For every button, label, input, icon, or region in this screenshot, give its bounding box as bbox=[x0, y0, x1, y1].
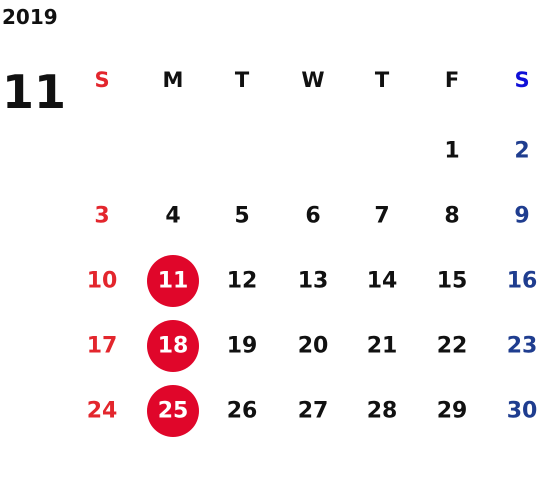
day-number: 19 bbox=[227, 334, 258, 359]
weekday-label: S bbox=[94, 68, 109, 92]
day-number: 25 bbox=[158, 399, 189, 424]
weekday-label: S bbox=[514, 68, 529, 92]
day-number: 4 bbox=[165, 204, 180, 229]
day-number: 22 bbox=[437, 334, 468, 359]
day-number: 26 bbox=[227, 399, 258, 424]
weekday-label: T bbox=[235, 68, 250, 92]
highlight-circle bbox=[147, 385, 199, 437]
day-number: 30 bbox=[507, 399, 538, 424]
weekday-label: W bbox=[301, 68, 324, 92]
day-number: 27 bbox=[298, 399, 329, 424]
day-number: 10 bbox=[87, 269, 118, 294]
day-number: 24 bbox=[87, 399, 118, 424]
day-number: 23 bbox=[507, 334, 538, 359]
day-number: 7 bbox=[374, 204, 389, 229]
day-number: 13 bbox=[298, 269, 329, 294]
day-number: 28 bbox=[367, 399, 398, 424]
day-number: 2 bbox=[514, 139, 529, 164]
day-number: 3 bbox=[94, 204, 109, 229]
weekday-label: F bbox=[445, 68, 459, 92]
month: 11 bbox=[2, 65, 66, 119]
day-number: 6 bbox=[305, 204, 320, 229]
weekday-label: M bbox=[163, 68, 184, 92]
day-number: 20 bbox=[298, 334, 329, 359]
day-number: 1 bbox=[444, 139, 459, 164]
highlight-circle bbox=[147, 320, 199, 372]
day-number: 15 bbox=[437, 269, 468, 294]
day-number: 12 bbox=[227, 269, 258, 294]
day-number: 8 bbox=[444, 204, 459, 229]
day-number: 29 bbox=[437, 399, 468, 424]
weekday-label: T bbox=[375, 68, 390, 92]
highlight-circle bbox=[147, 255, 199, 307]
day-number: 18 bbox=[158, 334, 189, 359]
year: 2019 bbox=[2, 5, 58, 29]
day-number: 5 bbox=[234, 204, 249, 229]
day-number: 11 bbox=[158, 269, 189, 294]
day-number: 14 bbox=[367, 269, 398, 294]
day-number: 9 bbox=[514, 204, 529, 229]
day-number: 16 bbox=[507, 269, 538, 294]
day-number: 17 bbox=[87, 334, 118, 359]
day-number: 21 bbox=[367, 334, 398, 359]
